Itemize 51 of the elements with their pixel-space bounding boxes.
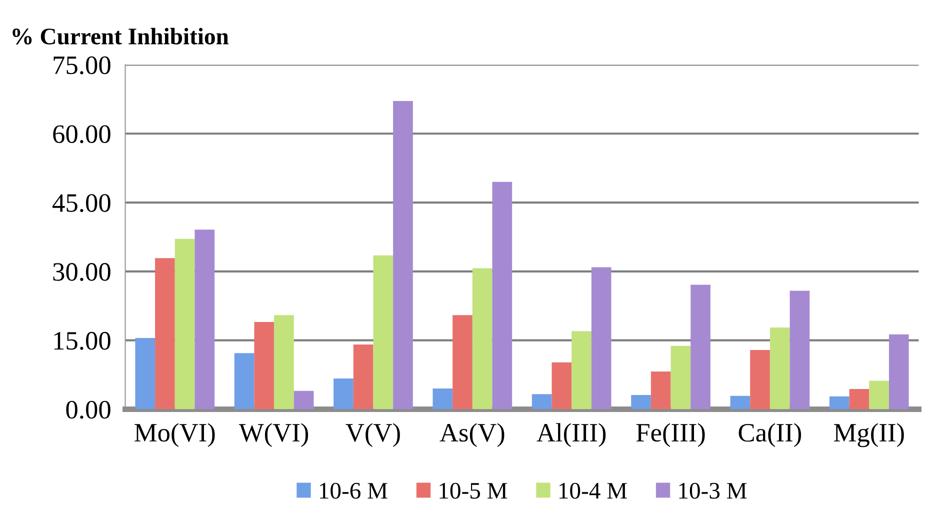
y-tick-label: 15.00 bbox=[54, 332, 110, 350]
y-tick-label: 75.00 bbox=[54, 56, 110, 74]
bar bbox=[155, 258, 175, 410]
x-tick-label: As(V) bbox=[440, 423, 504, 448]
x-tick-label: W(VI) bbox=[238, 423, 308, 448]
bar bbox=[631, 394, 651, 410]
bar bbox=[452, 315, 472, 410]
bar bbox=[790, 290, 810, 410]
x-tick-label: Ca(II) bbox=[738, 423, 802, 448]
bar bbox=[492, 182, 512, 410]
bar bbox=[294, 390, 314, 410]
bar bbox=[373, 255, 394, 410]
y-tick-label: 30.00 bbox=[53, 263, 110, 281]
bar bbox=[591, 267, 612, 410]
x-tick-label: Al(III) bbox=[536, 423, 606, 448]
bar bbox=[254, 322, 274, 410]
bar bbox=[650, 372, 671, 410]
y-tick-label: 60.00 bbox=[53, 125, 110, 144]
x-tick-label: Mo(VI) bbox=[134, 423, 215, 448]
y-axis-title: % Current Inhibition bbox=[12, 28, 229, 45]
legend-label: 10-5 M bbox=[440, 482, 508, 499]
y-tick-label: 0.00 bbox=[66, 400, 110, 419]
bar bbox=[670, 346, 691, 410]
bar bbox=[135, 338, 156, 410]
bar bbox=[432, 388, 453, 410]
bar bbox=[353, 344, 374, 410]
bar bbox=[730, 396, 750, 410]
x-tick-label: Mg(II) bbox=[834, 423, 904, 448]
bar bbox=[234, 353, 254, 410]
legend-label: 10-6 M bbox=[320, 482, 388, 499]
bar bbox=[532, 394, 552, 410]
x-tick-label: V(V) bbox=[346, 423, 400, 448]
bar bbox=[849, 389, 870, 410]
bar bbox=[572, 331, 592, 410]
bar bbox=[552, 362, 572, 410]
bar bbox=[770, 327, 790, 410]
bar bbox=[472, 268, 492, 410]
y-tick-label: 45.00 bbox=[52, 194, 110, 212]
x-tick-label: Fe(III) bbox=[636, 423, 705, 448]
bar bbox=[829, 396, 850, 410]
bar bbox=[274, 315, 294, 410]
bar bbox=[194, 230, 215, 410]
bar bbox=[750, 350, 770, 410]
legend-label: 10-4 M bbox=[559, 482, 627, 499]
bar bbox=[690, 284, 710, 410]
bar bbox=[334, 378, 354, 410]
bar bbox=[869, 380, 889, 410]
bar bbox=[888, 334, 909, 410]
legend-label: 10-3 M bbox=[679, 482, 747, 499]
bar bbox=[174, 238, 195, 410]
bar bbox=[393, 101, 413, 410]
